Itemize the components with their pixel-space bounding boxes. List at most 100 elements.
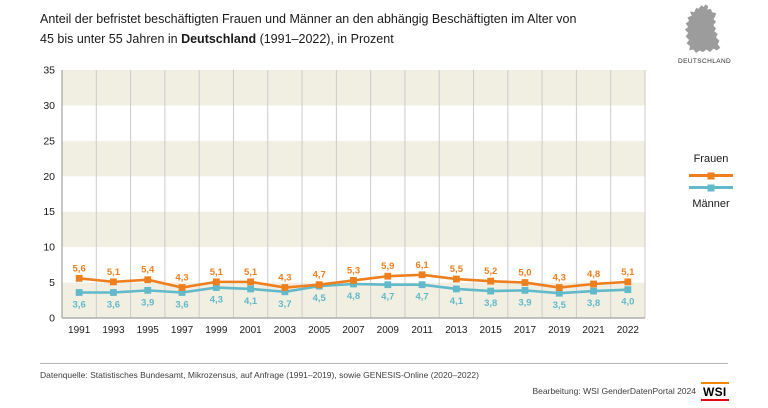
value-label: 5,6 xyxy=(73,263,86,274)
value-label: 5,1 xyxy=(244,267,258,278)
x-tick-label: 2019 xyxy=(548,325,571,336)
legend-marker-frauen-icon xyxy=(707,172,715,179)
chart-title-line1: Anteil der befristet beschäftigten Fraue… xyxy=(40,12,577,26)
chart-title: Anteil der befristet beschäftigten Fraue… xyxy=(40,9,670,49)
credit-note: Bearbeitung: WSI GenderDatenPortal 2024 xyxy=(532,386,697,396)
region-indicator: DEUTSCHLAND xyxy=(678,4,732,65)
x-tick-label: 2013 xyxy=(445,325,468,336)
data-point-marker xyxy=(555,289,563,297)
data-point-marker xyxy=(418,271,426,279)
value-label: 3,9 xyxy=(141,297,154,308)
x-tick-label: 2017 xyxy=(514,325,537,336)
value-label: 3,6 xyxy=(73,299,86,310)
data-point-marker xyxy=(110,289,117,296)
value-label: 4,7 xyxy=(415,292,428,303)
value-label: 5,0 xyxy=(518,268,531,279)
data-point-marker xyxy=(350,280,357,288)
data-point-marker xyxy=(521,286,529,294)
data-point-marker xyxy=(110,278,117,286)
data-point-marker xyxy=(281,288,289,296)
value-label: 4,0 xyxy=(621,297,634,308)
value-label: 3,5 xyxy=(553,300,567,311)
data-point-marker xyxy=(624,278,632,286)
value-label: 5,9 xyxy=(381,261,394,272)
data-point-marker xyxy=(281,284,289,291)
data-point-marker xyxy=(624,286,632,294)
legend-label-maenner: Männer xyxy=(692,198,730,210)
x-tick-label: 1993 xyxy=(102,325,125,336)
value-label: 4,5 xyxy=(313,293,327,304)
data-point-marker xyxy=(247,278,255,286)
plot-band xyxy=(62,282,645,318)
germany-map-icon xyxy=(684,4,721,53)
value-label: 5,1 xyxy=(210,267,224,278)
data-point-marker xyxy=(178,284,186,291)
value-label: 3,7 xyxy=(278,299,291,310)
x-tick-label: 2001 xyxy=(239,325,262,336)
plot-band xyxy=(62,176,645,212)
data-point-marker xyxy=(212,278,220,286)
value-label: 4,8 xyxy=(347,291,360,302)
x-tick-label: 1997 xyxy=(171,325,194,336)
footer-divider xyxy=(40,363,728,364)
chart-legend: Frauen Männer xyxy=(681,153,741,210)
data-point-marker xyxy=(247,285,255,293)
y-tick-label: 25 xyxy=(43,135,55,147)
data-point-marker xyxy=(75,274,83,282)
chart-title-line2: 45 bis unter 55 Jahren in Deutschland (1… xyxy=(40,32,394,46)
plot-band xyxy=(62,70,645,106)
wsi-logo: WSI xyxy=(701,382,729,401)
legend-marker-maenner-icon xyxy=(707,184,715,191)
data-point-marker xyxy=(178,289,186,296)
value-label: 3,9 xyxy=(518,297,531,308)
data-point-marker xyxy=(590,287,597,295)
data-point-marker xyxy=(452,275,460,283)
plot-band xyxy=(62,247,645,283)
line-chart: 0 5 10 15 20 25 30 35 1991 1993 1995 1997 1999 2001 20… xyxy=(43,65,646,336)
value-label: 5,4 xyxy=(141,265,155,276)
data-point-marker xyxy=(487,277,495,285)
data-point-marker xyxy=(144,286,152,294)
data-point-marker xyxy=(350,277,357,284)
y-tick-label: 20 xyxy=(43,171,55,183)
data-point-marker xyxy=(384,281,392,289)
y-tick-label: 35 xyxy=(43,65,55,77)
x-tick-label: 2015 xyxy=(480,325,503,336)
x-tick-label: 2009 xyxy=(377,325,400,336)
legend-label-frauen: Frauen xyxy=(693,153,729,165)
value-label: 5,5 xyxy=(450,264,464,275)
value-label: 5,1 xyxy=(107,267,121,278)
x-tick-label: 2007 xyxy=(342,325,365,336)
data-point-marker xyxy=(452,285,460,293)
region-label: DEUTSCHLAND xyxy=(678,58,732,65)
data-point-marker xyxy=(590,280,597,288)
value-label: 4,3 xyxy=(210,295,223,306)
y-tick-label: 10 xyxy=(43,242,55,254)
value-label: 3,6 xyxy=(107,299,120,310)
value-label: 5,2 xyxy=(484,266,497,277)
data-point-marker xyxy=(521,279,529,286)
x-tick-label: 1991 xyxy=(68,325,91,336)
y-tick-label: 5 xyxy=(49,277,55,289)
value-label: 4,3 xyxy=(278,273,291,284)
legend-line-frauen-icon xyxy=(689,172,733,179)
value-label: 4,8 xyxy=(587,269,600,280)
value-label: 3,8 xyxy=(587,298,600,309)
value-label: 3,8 xyxy=(484,298,497,309)
value-label: 4,3 xyxy=(175,273,188,284)
x-tick-label: 2003 xyxy=(274,325,297,336)
y-tick-label: 30 xyxy=(43,100,55,112)
value-label: 5,3 xyxy=(347,265,360,276)
x-tick-label: 2011 xyxy=(411,325,433,336)
data-point-marker xyxy=(418,281,426,289)
region-name-bold: Deutschland xyxy=(181,32,257,46)
plot-band xyxy=(62,140,645,177)
value-label: 5,1 xyxy=(621,267,635,278)
value-label: 6,1 xyxy=(415,260,429,271)
plot-band xyxy=(62,105,645,141)
y-tick-label: 0 xyxy=(49,313,55,325)
data-point-marker xyxy=(315,281,323,289)
y-tick-label: 15 xyxy=(43,206,55,218)
plot-band xyxy=(62,211,645,248)
data-point-marker xyxy=(555,284,563,291)
